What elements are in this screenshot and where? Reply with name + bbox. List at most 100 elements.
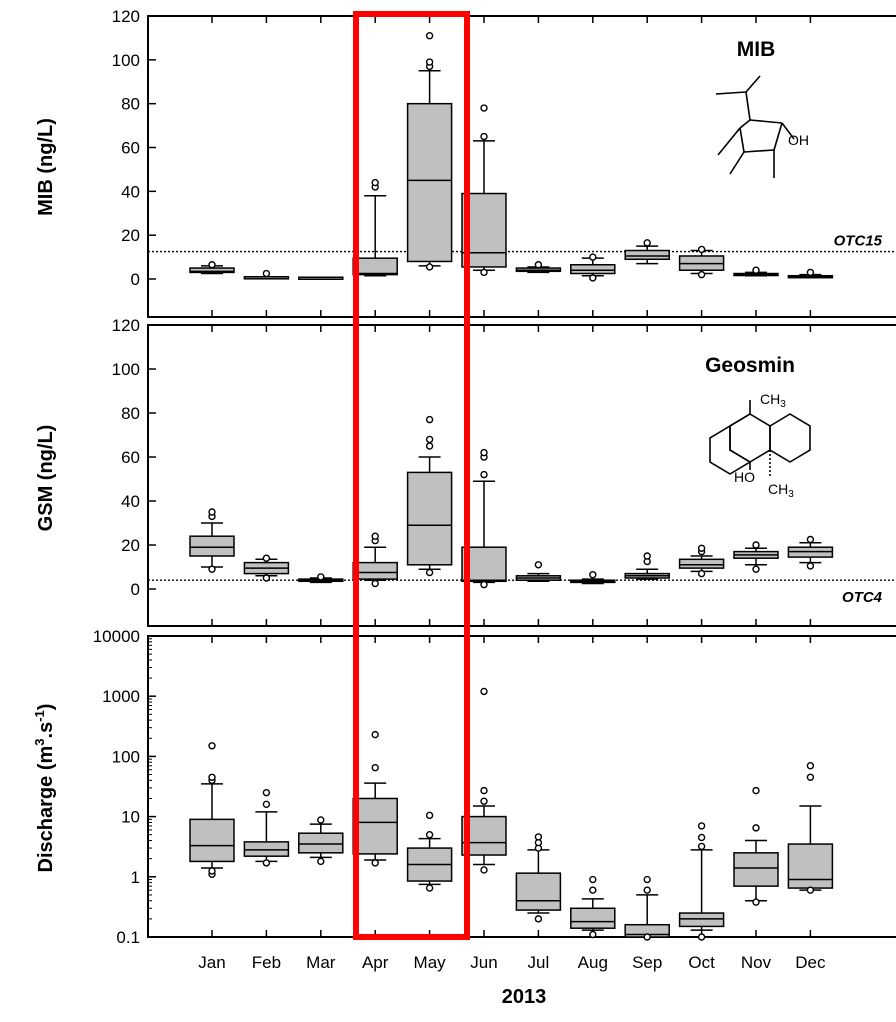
y-tick-label: 10	[121, 808, 140, 827]
box-jan	[189, 508, 235, 573]
box-may	[406, 32, 453, 271]
geosmin-methyl-bottom: CH3	[768, 481, 794, 500]
outlier-point	[425, 442, 434, 450]
outlier-point	[806, 268, 815, 277]
box-apr	[352, 178, 398, 277]
gsm-y-axis-label: GSM (ng/L)	[35, 425, 57, 532]
outlier-point	[425, 415, 434, 424]
outlier-point	[806, 886, 815, 894]
x-tick-label: May	[414, 953, 447, 972]
outlier-point	[589, 274, 597, 282]
gsm-boxplot: 0 20 40 60 80 100 120 OTC4	[112, 316, 896, 626]
outlier-point	[806, 762, 815, 770]
y-tick-label: 80	[121, 404, 140, 423]
outlier-point	[262, 788, 271, 797]
outlier-point	[534, 261, 543, 269]
box-iqr	[787, 843, 834, 889]
discharge-boxplot: 0.1 1 10 100 1000 10000 Jan Feb Mar Apr May Jun Jul A…	[93, 627, 834, 972]
outlier-point	[425, 435, 434, 444]
x-tick-label: Oct	[688, 953, 715, 972]
y-tick-label: 100	[112, 51, 140, 70]
outlier-point	[371, 532, 379, 540]
outlier-point	[317, 857, 325, 866]
panel-gsm-frame	[147, 324, 896, 627]
outlier-point	[317, 573, 325, 581]
y-tick-label: 20	[121, 536, 140, 555]
box-jul	[515, 561, 562, 583]
threshold-label: OTC4	[842, 589, 883, 606]
x-tick-label: Sep	[632, 953, 662, 972]
outlier-point	[208, 261, 216, 269]
outlier-point	[208, 867, 216, 875]
outlier-point	[697, 569, 706, 578]
box-iqr	[570, 907, 616, 929]
box-iqr	[406, 102, 453, 263]
box-iqr	[189, 535, 235, 557]
box-iqr	[352, 561, 398, 580]
box-apr	[352, 532, 398, 588]
outlier-point	[752, 786, 760, 795]
y-tick-label: 20	[121, 226, 140, 245]
outlier-point	[643, 552, 651, 560]
y-tick-label: 60	[121, 139, 140, 158]
outlier-point	[480, 104, 488, 112]
box-feb	[243, 269, 290, 280]
box-feb	[243, 554, 290, 582]
outlier-point	[480, 132, 488, 141]
mib-panel-title: MIB	[737, 38, 776, 61]
y-tick-label: 1000	[102, 687, 140, 706]
outlier-point	[697, 544, 706, 552]
outlier-point	[208, 773, 216, 781]
outlier-point	[262, 269, 271, 278]
y-tick-label: 0.1	[116, 928, 140, 947]
outlier-point	[480, 687, 488, 696]
outlier-point	[534, 833, 543, 841]
box-dec	[787, 535, 834, 570]
outlier-point	[534, 915, 543, 923]
y-tick-label: 40	[121, 492, 140, 511]
outlier-point	[425, 263, 434, 271]
outlier-point	[534, 561, 543, 569]
outlier-point	[480, 786, 488, 795]
outlier-point	[371, 730, 379, 739]
box-dec	[787, 762, 834, 894]
box-nov	[733, 266, 779, 277]
box-aug	[570, 571, 616, 585]
geosmin-methyl-top: CH3	[760, 391, 786, 410]
y-tick-label: 120	[112, 7, 140, 26]
box-may	[406, 811, 453, 892]
box-iqr	[624, 249, 670, 261]
outlier-point	[752, 541, 760, 549]
outlier-point	[752, 824, 760, 832]
outlier-point	[643, 886, 651, 894]
outlier-point	[697, 245, 706, 254]
y-tick-label: 1	[131, 868, 140, 887]
box-iqr	[243, 841, 290, 857]
box-may	[406, 415, 453, 577]
box-iqr	[678, 912, 725, 928]
box-sep	[624, 239, 670, 265]
outlier-point	[752, 898, 760, 906]
highlight-rectangle	[353, 11, 470, 940]
x-tick-label: Feb	[252, 953, 281, 972]
outlier-point	[643, 239, 651, 247]
y-tick-label: 10000	[93, 627, 140, 646]
outlier-point	[425, 568, 434, 577]
x-tick-label: Nov	[741, 953, 772, 972]
x-tick-label: Jun	[470, 953, 497, 972]
box-oct	[678, 544, 725, 578]
x-tick-label: Jan	[198, 953, 225, 972]
outlier-point	[262, 859, 271, 867]
outlier-point	[425, 58, 434, 66]
x-tick-label: Dec	[795, 953, 826, 972]
mib-hydroxyl-label: OH	[788, 132, 809, 148]
outlier-point	[589, 930, 597, 939]
mib-molecule-structure	[715, 75, 795, 178]
outlier-point	[589, 253, 597, 261]
outlier-point	[589, 571, 597, 579]
outlier-point	[589, 875, 597, 884]
outlier-point	[371, 178, 379, 187]
box-oct	[678, 245, 725, 279]
y-tick-label: 100	[112, 747, 140, 766]
